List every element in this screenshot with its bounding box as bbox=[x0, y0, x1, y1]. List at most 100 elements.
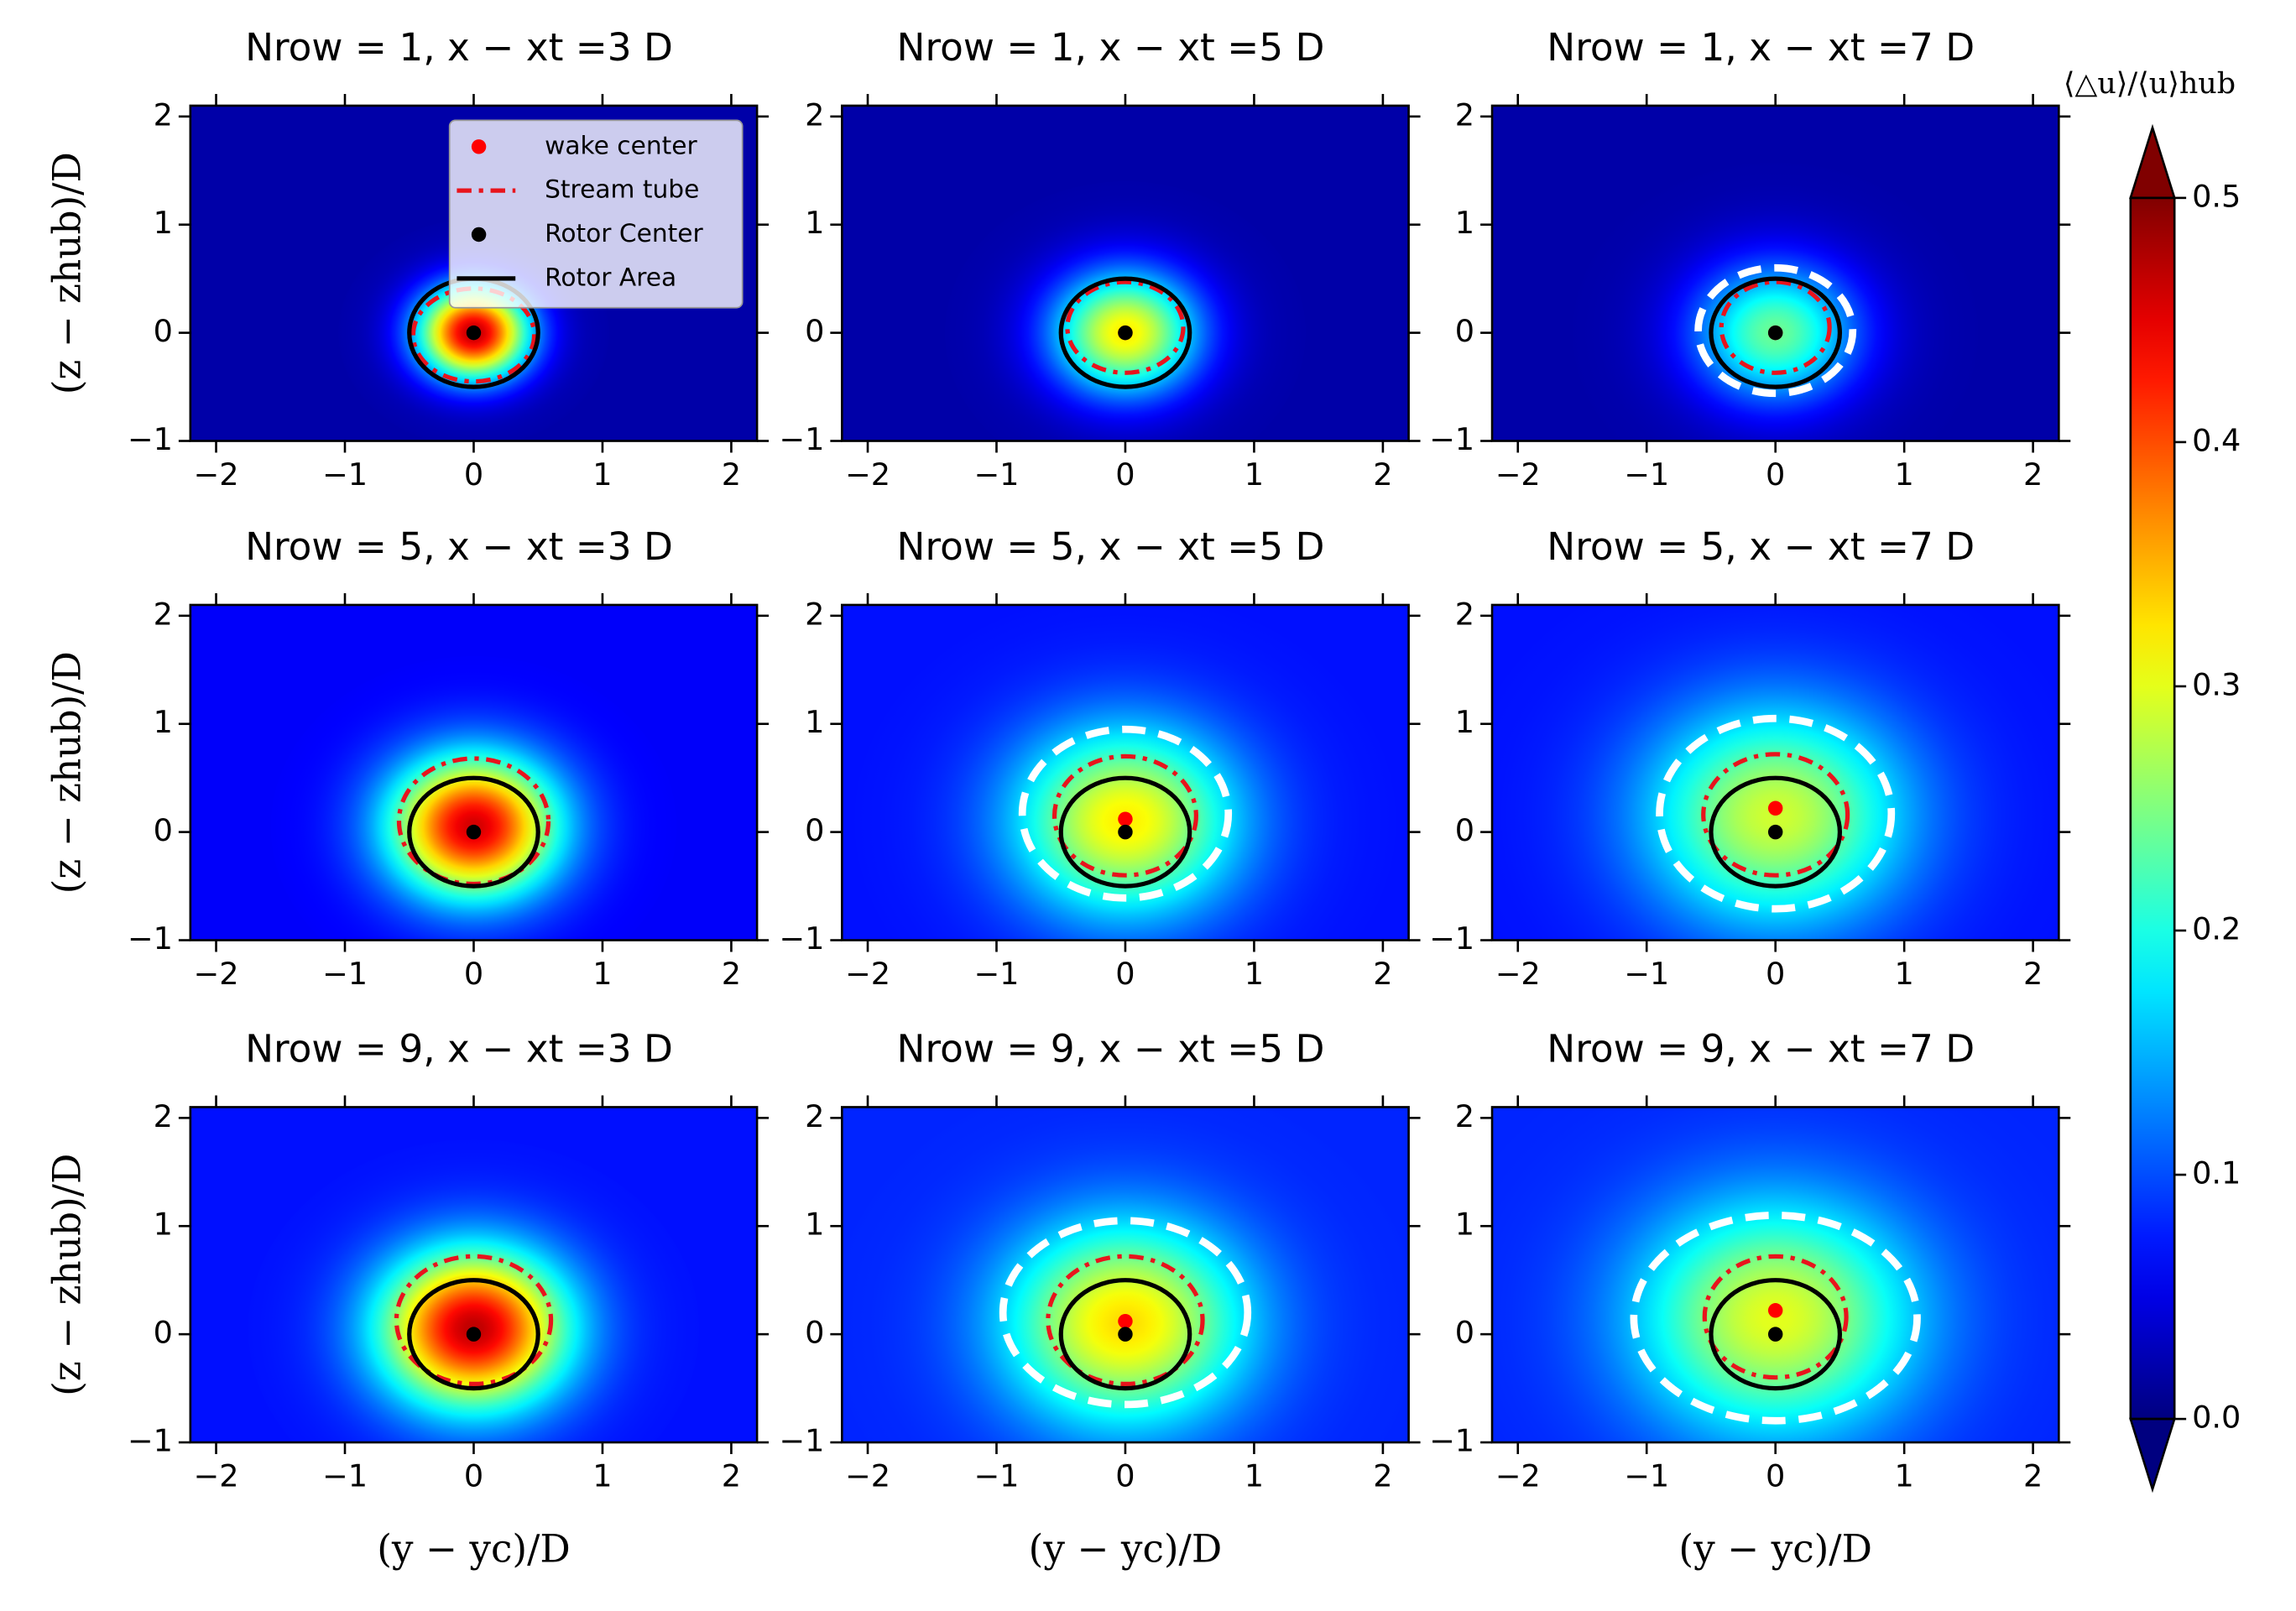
x-tick-label: −2 bbox=[194, 1457, 239, 1494]
contour-dashed bbox=[999, 1217, 1252, 1409]
y-tick-label: 1 bbox=[1455, 1207, 1474, 1243]
contour-dashdot bbox=[1719, 279, 1832, 375]
x-tick-label: −1 bbox=[322, 456, 368, 493]
contour-solid bbox=[407, 1278, 540, 1391]
x-tick-label: 2 bbox=[722, 1457, 741, 1494]
x-tick-label: 1 bbox=[1895, 456, 1914, 493]
point bbox=[1767, 800, 1783, 816]
y-axis-label: (z − zhub)/D bbox=[44, 651, 89, 894]
x-tick-label: −2 bbox=[194, 456, 239, 493]
panel bbox=[190, 604, 758, 941]
legend-marker bbox=[471, 227, 487, 242]
contour-dashdot bbox=[1051, 753, 1198, 878]
contour-dashed bbox=[1656, 714, 1896, 913]
x-tick-label: −2 bbox=[1495, 456, 1541, 493]
point bbox=[1767, 824, 1783, 840]
panel-title: Nrow = 9, x − xt =5 D bbox=[897, 1027, 1325, 1071]
y-tick-label: 0 bbox=[805, 1315, 824, 1351]
y-tick-label: −1 bbox=[128, 421, 173, 457]
panel-title: Nrow = 5, x − xt =3 D bbox=[245, 524, 673, 569]
contour-dashdot bbox=[1701, 752, 1850, 878]
y-tick-label: 1 bbox=[1455, 205, 1474, 241]
contour-dashdot bbox=[1702, 1254, 1849, 1380]
point bbox=[1118, 325, 1133, 341]
panel-title: Nrow = 1, x − xt =5 D bbox=[897, 25, 1325, 70]
x-tick-label: −1 bbox=[973, 456, 1019, 493]
panel bbox=[190, 1107, 758, 1443]
y-tick-label: 1 bbox=[154, 704, 173, 740]
x-tick-label: −1 bbox=[973, 956, 1019, 992]
colorbar-frame bbox=[2129, 196, 2176, 1421]
x-tick-label: −1 bbox=[1624, 956, 1669, 992]
x-tick-label: −2 bbox=[194, 956, 239, 992]
y-tick-label: 2 bbox=[154, 1098, 173, 1134]
x-tick-label: −2 bbox=[1495, 956, 1541, 992]
y-tick-label: −1 bbox=[779, 920, 824, 957]
legend-label: Rotor Center bbox=[545, 218, 703, 248]
colorbar-tick-label: 0.5 bbox=[2192, 178, 2241, 214]
y-tick-label: 0 bbox=[1455, 812, 1474, 848]
point bbox=[1118, 1313, 1133, 1329]
wake-field bbox=[248, 1139, 699, 1443]
x-tick-label: 2 bbox=[2023, 1457, 2043, 1494]
x-axis-label: (y − yc)/D bbox=[1678, 1526, 1872, 1571]
x-tick-label: 0 bbox=[1115, 456, 1135, 493]
x-tick-label: −2 bbox=[845, 456, 890, 493]
panel-title: Nrow = 5, x − xt =7 D bbox=[1547, 524, 1975, 569]
panel bbox=[842, 1107, 1409, 1443]
x-tick-label: −1 bbox=[322, 956, 368, 992]
x-tick-label: 1 bbox=[1245, 1457, 1264, 1494]
y-tick-label: −1 bbox=[1429, 920, 1474, 957]
x-tick-label: 2 bbox=[1373, 956, 1392, 992]
y-tick-label: 1 bbox=[154, 1207, 173, 1243]
wake-field bbox=[1492, 1107, 2059, 1443]
wake-field bbox=[1573, 162, 1979, 441]
contour-dashdot bbox=[1065, 279, 1186, 375]
x-axis-label: (y − yc)/D bbox=[377, 1526, 571, 1571]
point bbox=[1118, 824, 1133, 840]
wake-field bbox=[945, 181, 1306, 441]
contour-solid bbox=[407, 775, 540, 889]
y-tick-label: 0 bbox=[154, 812, 173, 848]
panel-title: Nrow = 1, x − xt =3 D bbox=[245, 25, 673, 70]
y-tick-label: −1 bbox=[128, 920, 173, 957]
y-tick-label: −1 bbox=[1429, 421, 1474, 457]
y-tick-label: −1 bbox=[779, 1423, 824, 1459]
wake-field bbox=[270, 656, 677, 941]
y-tick-label: 0 bbox=[154, 313, 173, 349]
y-tick-label: 0 bbox=[805, 812, 824, 848]
colorbar-tick-label: 0.0 bbox=[2192, 1400, 2241, 1436]
y-tick-label: −1 bbox=[128, 1423, 173, 1459]
colorbar-tick-label: 0.1 bbox=[2192, 1155, 2241, 1191]
y-tick-label: −1 bbox=[1429, 1423, 1474, 1459]
x-tick-label: 1 bbox=[1245, 956, 1264, 992]
panel bbox=[1492, 604, 2059, 941]
y-tick-label: 2 bbox=[1455, 596, 1474, 632]
y-axis-label: (z − zhub)/D bbox=[44, 1154, 89, 1396]
contour-dashed bbox=[1630, 1211, 1921, 1425]
x-tick-label: −1 bbox=[973, 1457, 1019, 1494]
wake-field bbox=[1492, 604, 2059, 941]
x-tick-label: 0 bbox=[1766, 956, 1785, 992]
point bbox=[466, 1327, 482, 1342]
y-tick-label: 1 bbox=[1455, 704, 1474, 740]
contour-solid bbox=[1058, 276, 1192, 389]
x-tick-label: 2 bbox=[2023, 956, 2043, 992]
contour-dashdot bbox=[410, 286, 537, 384]
y-tick-label: 0 bbox=[154, 1315, 173, 1351]
y-tick-label: 2 bbox=[805, 596, 824, 632]
y-axis-label: (z − zhub)/D bbox=[44, 152, 89, 394]
contour-dashed bbox=[1018, 725, 1233, 902]
x-tick-label: −1 bbox=[322, 1457, 368, 1494]
colorbar bbox=[2130, 197, 2175, 1420]
point bbox=[1118, 811, 1133, 826]
y-tick-label: 1 bbox=[805, 704, 824, 740]
panel bbox=[1492, 1107, 2059, 1443]
colorbar-tick-label: 0.3 bbox=[2192, 666, 2241, 702]
x-tick-label: −2 bbox=[845, 1457, 890, 1494]
x-tick-label: 0 bbox=[464, 1457, 483, 1494]
panel-title: Nrow = 9, x − xt =3 D bbox=[245, 1027, 673, 1071]
y-tick-label: 2 bbox=[805, 1098, 824, 1134]
legend-box bbox=[448, 119, 744, 309]
